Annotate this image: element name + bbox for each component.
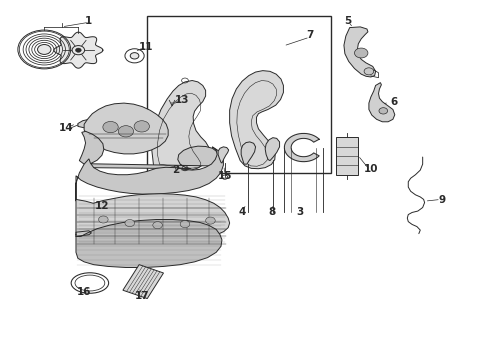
Text: 1: 1 [85, 16, 93, 26]
Circle shape [180, 221, 190, 228]
Polygon shape [344, 27, 376, 77]
Text: 9: 9 [439, 195, 445, 206]
Polygon shape [54, 32, 103, 68]
Polygon shape [76, 220, 222, 267]
Polygon shape [284, 134, 319, 162]
Polygon shape [79, 131, 219, 169]
Circle shape [130, 53, 139, 59]
Polygon shape [218, 147, 229, 163]
Circle shape [38, 45, 51, 54]
Polygon shape [76, 194, 230, 246]
Circle shape [206, 217, 215, 224]
Text: 16: 16 [77, 287, 91, 297]
Circle shape [125, 220, 135, 226]
Text: 2: 2 [172, 166, 179, 175]
Text: 8: 8 [268, 207, 275, 217]
Polygon shape [84, 103, 168, 154]
Text: 10: 10 [364, 165, 378, 174]
Circle shape [153, 222, 162, 229]
Text: 17: 17 [134, 291, 149, 301]
Text: 13: 13 [174, 95, 189, 104]
Circle shape [354, 48, 368, 58]
Circle shape [118, 126, 134, 137]
Polygon shape [230, 71, 283, 169]
Circle shape [103, 121, 118, 133]
Polygon shape [76, 147, 223, 201]
Text: 11: 11 [139, 42, 154, 51]
Bar [336, 138, 358, 175]
Text: 14: 14 [59, 123, 74, 133]
Bar [147, 16, 331, 173]
Circle shape [364, 68, 374, 75]
Polygon shape [123, 265, 164, 298]
Text: 12: 12 [95, 202, 109, 211]
Polygon shape [265, 138, 280, 161]
Circle shape [98, 216, 108, 223]
Text: 7: 7 [306, 30, 314, 40]
Text: 15: 15 [218, 171, 232, 181]
Text: 6: 6 [390, 97, 397, 107]
Polygon shape [241, 142, 256, 164]
Text: 3: 3 [296, 207, 304, 217]
Polygon shape [369, 83, 395, 122]
Circle shape [379, 108, 388, 114]
Circle shape [75, 48, 81, 52]
Polygon shape [78, 119, 96, 128]
Text: 5: 5 [344, 16, 352, 26]
Polygon shape [151, 81, 209, 171]
Circle shape [134, 121, 149, 132]
Circle shape [72, 46, 85, 55]
Text: 4: 4 [239, 207, 246, 217]
